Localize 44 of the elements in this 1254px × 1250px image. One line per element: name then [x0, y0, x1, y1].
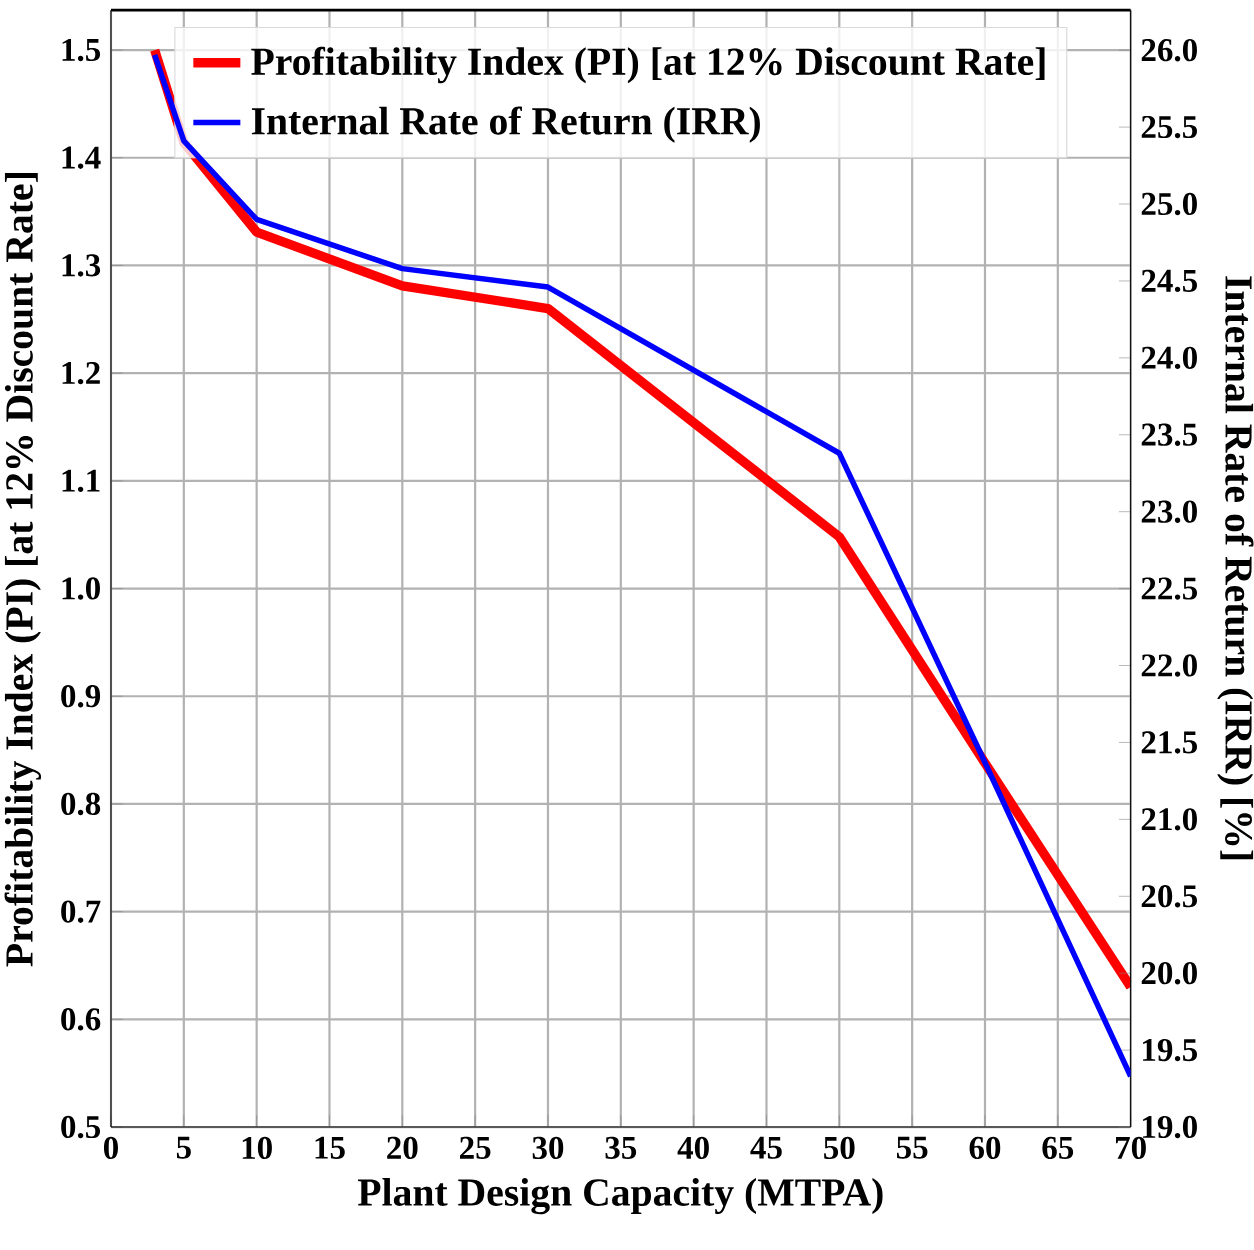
x-axis-title: Plant Design Capacity (MTPA): [358, 1177, 883, 1215]
y2-tick-label: 23.5: [1141, 423, 1197, 446]
y2-tick-label: 25.5: [1141, 115, 1197, 139]
y2-tick-label: 21.5: [1141, 731, 1197, 754]
y2-tick-label: 20.0: [1141, 961, 1197, 985]
x-tick-label: 50: [824, 1136, 855, 1160]
y2-tick-label: 26.0: [1141, 38, 1197, 62]
x-tick-label: 55: [896, 1136, 928, 1159]
y2-tick-label: 21.0: [1141, 808, 1197, 831]
y-tick-label: 0.9: [61, 684, 101, 708]
y-tick-label: 1.5: [62, 38, 101, 62]
y2-axis-title: Internal Rate of Return (IRR) [%]: [1217, 276, 1254, 860]
y-tick-label: 1.3: [62, 254, 101, 277]
y-tick-label: 0.5: [61, 1115, 101, 1139]
x-tick-label: 10: [242, 1136, 272, 1160]
x-tick-label: 40: [677, 1136, 709, 1160]
x-tick-label: 0: [103, 1136, 118, 1160]
y-axis-title: Profitability Index (PI) [at 12% Discount Rate]: [4, 173, 42, 967]
y-tick-label: 1.1: [62, 469, 100, 492]
y2-tick-label: 19.5: [1143, 1038, 1197, 1062]
x-tick-label: 30: [532, 1136, 564, 1160]
y2-tick-label: 23.0: [1141, 500, 1197, 523]
y-tick-label: 0.7: [61, 900, 101, 923]
y-tick-label: 1.4: [62, 146, 101, 169]
x-tick-label: 15: [315, 1136, 345, 1159]
y2-tick-label: 22.5: [1141, 577, 1197, 600]
x-tick-label: 65: [1042, 1136, 1074, 1159]
x-tick-label: 35: [605, 1136, 637, 1159]
x-tick-label: 45: [750, 1136, 782, 1159]
y-tick-label: 0.8: [61, 792, 101, 816]
x-tick-label: 25: [460, 1136, 491, 1159]
y2-tick-label: 22.0: [1141, 654, 1197, 677]
y-tick-label: 0.6: [61, 1008, 101, 1031]
y2-tick-label: 24.0: [1141, 346, 1197, 370]
legend-label: Profitability Index (PI) [at 12% Discount Rate]: [251, 46, 1045, 84]
y2-tick-label: 20.5: [1141, 885, 1197, 908]
x-tick-label: 20: [387, 1136, 418, 1160]
legend-label: Internal Rate of Return (IRR): [251, 106, 760, 143]
x-tick-label: 60: [969, 1136, 1001, 1160]
y2-tick-label: 25.0: [1141, 192, 1197, 216]
y-tick-label: 1.0: [62, 577, 100, 600]
y-tick-label: 1.2: [62, 361, 100, 385]
y2-tick-label: 24.5: [1141, 269, 1197, 293]
x-tick-label: 5: [176, 1136, 191, 1159]
